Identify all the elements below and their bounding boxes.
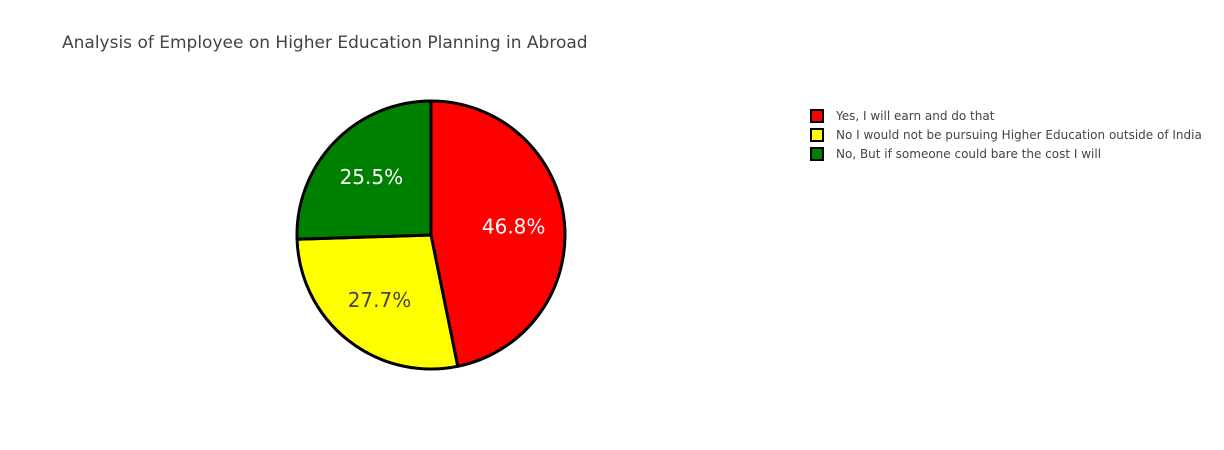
legend-item-yes-earn[interactable]: Yes, I will earn and do that [808,106,1202,125]
legend-label-yes-earn: Yes, I will earn and do that [836,108,995,123]
legend-item-if-cost-covered[interactable]: No, But if someone could bare the cost I… [808,144,1202,163]
legend-item-not-pursuing[interactable]: No I would not be pursuing Higher Educat… [808,125,1202,144]
slice-label-not-pursuing: 27.7% [348,288,412,312]
pie-slice-if-cost-covered[interactable] [295,99,433,241]
legend-label-if-cost-covered: No, But if someone could bare the cost I… [836,146,1102,161]
legend-label-not-pursuing: No I would not be pursuing Higher Educat… [836,127,1202,142]
slice-label-yes-earn: 46.8% [482,215,546,239]
legend-swatch-yes-earn [810,108,824,123]
chart-title: Analysis of Employee on Higher Education… [62,33,588,53]
legend-swatch-if-cost-covered [810,146,824,161]
legend-swatch-not-pursuing [810,127,824,142]
slice-label-if-cost-covered: 25.5% [340,165,404,189]
pie-slice-yes-earn[interactable] [429,99,567,368]
pie-slice-not-pursuing[interactable] [295,233,460,371]
legend: Yes, I will earn and do that No I would … [808,106,1202,163]
